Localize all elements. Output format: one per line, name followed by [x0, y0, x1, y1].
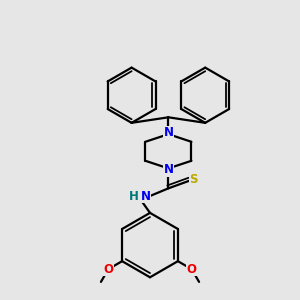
Text: O: O — [187, 263, 197, 276]
Text: N: N — [164, 126, 173, 140]
Text: S: S — [189, 172, 198, 186]
Text: O: O — [103, 263, 113, 276]
Text: N: N — [141, 190, 151, 202]
Text: H: H — [129, 190, 139, 202]
Text: N: N — [164, 163, 173, 176]
